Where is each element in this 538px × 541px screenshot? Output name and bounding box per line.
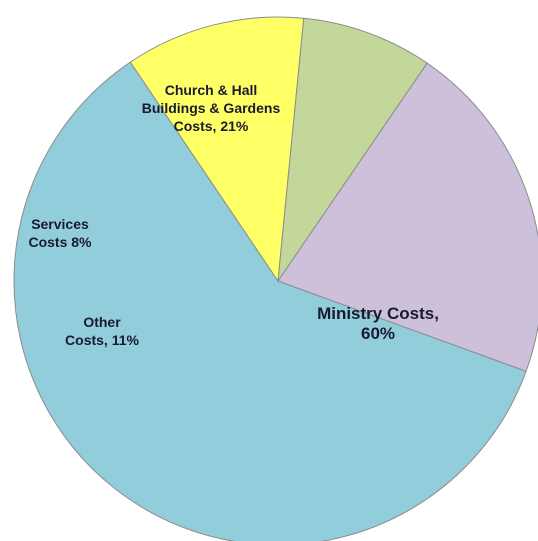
pie-slice-other-costs [129, 16, 305, 283]
slice-label-line: Costs, 21% [174, 118, 249, 134]
slice-label-ministry-costs: Ministry Costs, 60% [317, 304, 439, 343]
slice-label-line: Ministry Costs, [317, 304, 439, 323]
pie-slice-services-costs [277, 17, 428, 282]
pie-slice-church-and-hall-buildings-and-gardens-costs [277, 62, 538, 372]
slice-label-line: Other [83, 314, 121, 330]
slice-label-line: Buildings & Gardens [142, 100, 281, 116]
slice-label-line: 60% [361, 324, 395, 343]
slice-label-church-and-hall-buildings-and-gardens-costs: Church & Hall Buildings & Gardens Costs, 2… [142, 82, 281, 134]
slice-label-line: Church & Hall [165, 82, 258, 98]
slice-label-services-costs: Services Costs 8% [28, 216, 92, 250]
slice-label-line: Services [31, 216, 89, 232]
pie-slice-ministry-costs [13, 61, 527, 541]
slice-label-line: Costs 8% [28, 234, 92, 250]
slice-label-other-costs: Other Costs, 11% [65, 314, 139, 348]
slice-label-line: Costs, 11% [65, 332, 139, 348]
